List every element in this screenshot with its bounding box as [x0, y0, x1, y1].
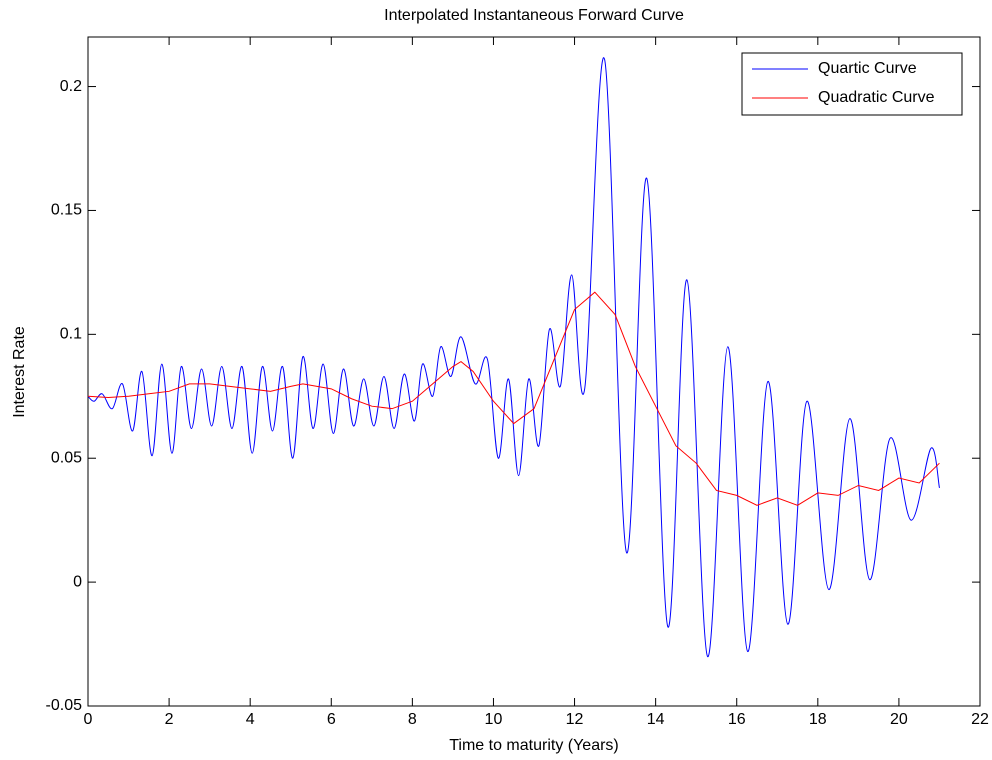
x-tick-label: 0 [84, 711, 93, 728]
y-tick-label: -0.05 [46, 697, 83, 714]
x-tick-label: 16 [728, 711, 746, 728]
x-tick-label: 20 [890, 711, 908, 728]
x-tick-label: 10 [485, 711, 503, 728]
y-tick-label: 0.2 [60, 78, 82, 95]
y-axis-label: Interest Rate [11, 326, 28, 418]
chart-title: Interpolated Instantaneous Forward Curve [384, 7, 684, 24]
line-series [87, 291, 940, 506]
x-tick-label: 14 [647, 711, 665, 728]
y-tick-label: 0.1 [60, 326, 82, 343]
plot-area [87, 36, 981, 707]
x-tick-label: 2 [165, 711, 174, 728]
y-tick-label: 0.05 [51, 449, 82, 466]
line-series [87, 57, 940, 657]
y-tick-label: 0.15 [51, 202, 82, 219]
x-tick-label: 22 [971, 711, 989, 728]
x-tick-label: 8 [408, 711, 417, 728]
y-tick-label: 0 [73, 573, 82, 590]
x-tick-label: 18 [809, 711, 827, 728]
x-tick-label: 6 [327, 711, 336, 728]
legend-label: Quadratic Curve [818, 89, 935, 106]
x-axis-label: Time to maturity (Years) [449, 737, 619, 754]
legend-box [741, 52, 963, 116]
x-tick-label: 4 [246, 711, 255, 728]
legend-label: Quartic Curve [818, 60, 917, 77]
x-tick-label: 12 [566, 711, 584, 728]
